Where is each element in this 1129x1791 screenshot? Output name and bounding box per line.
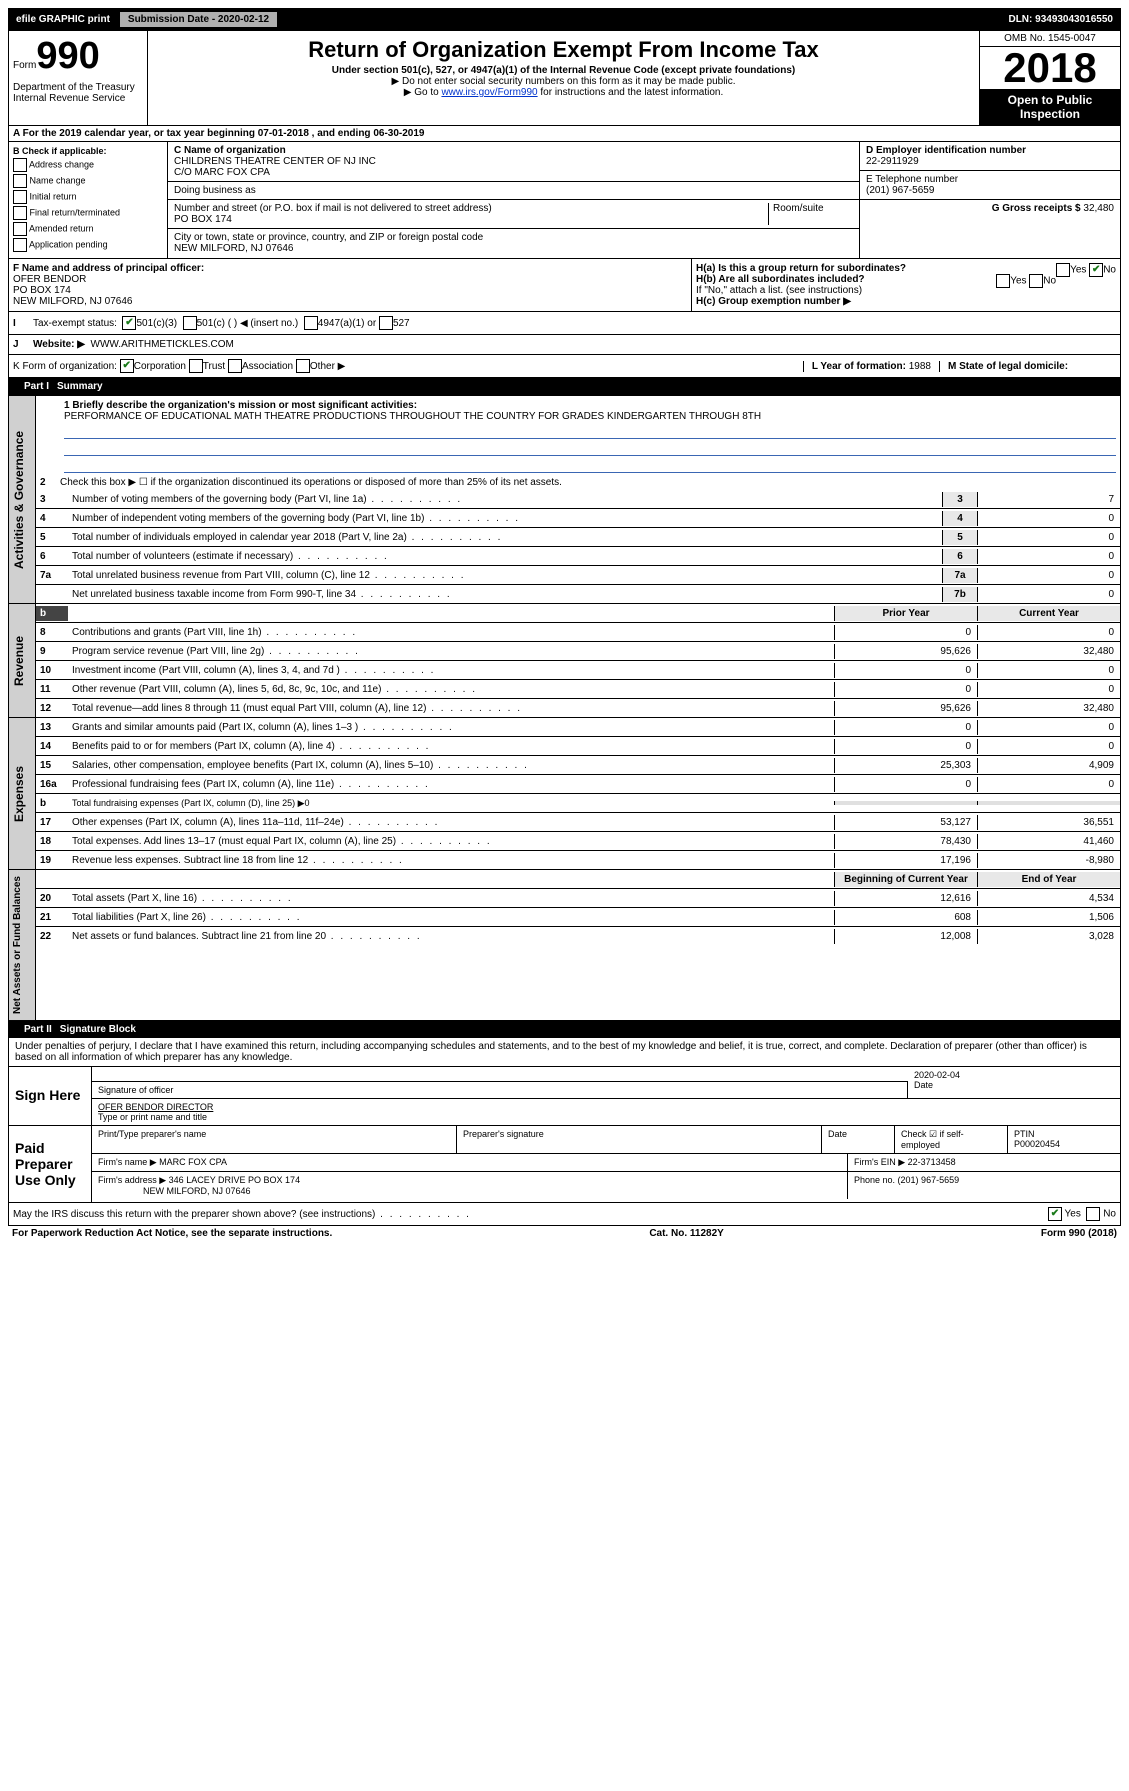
irs-link[interactable]: www.irs.gov/Form990 [441, 87, 537, 98]
table-row: 5Total number of individuals employed in… [36, 528, 1120, 547]
table-row: 10Investment income (Part VIII, column (… [36, 661, 1120, 680]
table-row: 18Total expenses. Add lines 13–17 (must … [36, 832, 1120, 851]
table-row: 6Total number of volunteers (estimate if… [36, 547, 1120, 566]
amended-checkbox[interactable] [13, 222, 27, 236]
section-bc: B Check if applicable: Address change Na… [8, 142, 1121, 259]
part-ii-header: Part II Signature Block [8, 1021, 1121, 1038]
col-c: C Name of organization CHILDRENS THEATRE… [168, 142, 859, 258]
netassets-block: Net Assets or Fund Balances Beginning of… [8, 870, 1121, 1021]
col-f: F Name and address of principal officer:… [9, 259, 691, 311]
efile-label: efile GRAPHIC print [8, 12, 118, 27]
row-klm: K Form of organization: Corporation Trus… [8, 355, 1121, 378]
table-row: 21Total liabilities (Part X, line 26)608… [36, 908, 1120, 927]
dln-label: DLN: 93493043016550 [1000, 12, 1121, 27]
table-row: 7aTotal unrelated business revenue from … [36, 566, 1120, 585]
table-row: 14Benefits paid to or for members (Part … [36, 737, 1120, 756]
col-h: H(a) Is this a group return for subordin… [691, 259, 1120, 311]
app-pending-checkbox[interactable] [13, 238, 27, 252]
top-bar: efile GRAPHIC print Submission Date - 20… [8, 8, 1121, 30]
table-row: 15Salaries, other compensation, employee… [36, 756, 1120, 775]
submission-date-btn[interactable]: Submission Date - 2020-02-12 [119, 11, 278, 28]
paid-preparer-block: Paid Preparer Use Only Print/Type prepar… [8, 1126, 1121, 1203]
table-row: 11Other revenue (Part VIII, column (A), … [36, 680, 1120, 699]
table-row: Net unrelated business taxable income fr… [36, 585, 1120, 603]
header: Form990 Department of the Treasury Inter… [8, 30, 1121, 126]
expenses-block: Expenses 13Grants and similar amounts pa… [8, 718, 1121, 870]
form-number-block: Form990 Department of the Treasury Inter… [9, 31, 148, 125]
footer: For Paperwork Reduction Act Notice, see … [8, 1226, 1121, 1241]
section-fh: F Name and address of principal officer:… [8, 259, 1121, 312]
table-row: 22Net assets or fund balances. Subtract … [36, 927, 1120, 945]
table-row: 20Total assets (Part X, line 16)12,6164,… [36, 889, 1120, 908]
addr-change-checkbox[interactable] [13, 158, 27, 172]
table-row: 8Contributions and grants (Part VIII, li… [36, 623, 1120, 642]
col-de: D Employer identification number 22-2911… [859, 142, 1120, 258]
governance-block: Activities & Governance 1 Briefly descri… [8, 395, 1121, 604]
table-row: 16aProfessional fundraising fees (Part I… [36, 775, 1120, 794]
final-return-checkbox[interactable] [13, 206, 27, 220]
header-title-block: Return of Organization Exempt From Incom… [148, 31, 979, 125]
row-a: A For the 2019 calendar year, or tax yea… [8, 126, 1121, 142]
form-title: Return of Organization Exempt From Incom… [152, 37, 975, 63]
table-row: 12Total revenue—add lines 8 through 11 (… [36, 699, 1120, 717]
table-row: 13Grants and similar amounts paid (Part … [36, 718, 1120, 737]
table-row: 4Number of independent voting members of… [36, 509, 1120, 528]
header-right: OMB No. 1545-0047 2018 Open to Public In… [979, 31, 1120, 125]
discuss-row: May the IRS discuss this return with the… [8, 1203, 1121, 1226]
open-public-label: Open to Public Inspection [980, 89, 1120, 125]
part-i-header: Part I Summary [8, 378, 1121, 395]
name-change-checkbox[interactable] [13, 174, 27, 188]
dept-label: Department of the Treasury Internal Reve… [13, 78, 143, 108]
initial-return-checkbox[interactable] [13, 190, 27, 204]
table-row: 3Number of voting members of the governi… [36, 490, 1120, 509]
table-row: 9Program service revenue (Part VIII, lin… [36, 642, 1120, 661]
row-i: I Tax-exempt status: 501(c)(3) 501(c) ( … [8, 312, 1121, 335]
revenue-block: Revenue b Prior Year Current Year 8Contr… [8, 604, 1121, 718]
penalties-text: Under penalties of perjury, I declare th… [8, 1038, 1121, 1067]
table-row: 17Other expenses (Part IX, column (A), l… [36, 813, 1120, 832]
col-b: B Check if applicable: Address change Na… [9, 142, 168, 258]
table-row: 19Revenue less expenses. Subtract line 1… [36, 851, 1120, 869]
table-row: bTotal fundraising expenses (Part IX, co… [36, 794, 1120, 813]
row-j: J Website: ▶ WWW.ARITHMETICKLES.COM [8, 335, 1121, 355]
sign-here-block: Sign Here Signature of officer 2020-02-0… [8, 1067, 1121, 1126]
tax-year: 2018 [980, 47, 1120, 89]
